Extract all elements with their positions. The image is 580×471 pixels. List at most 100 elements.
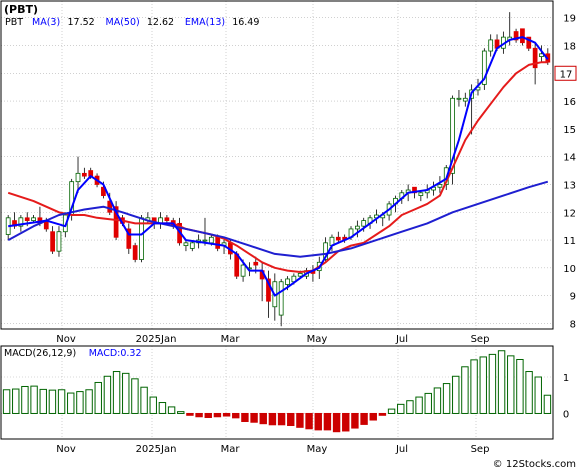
macd-x-tick-label: May [307, 444, 328, 455]
candle [361, 217, 367, 232]
macd-bar [122, 372, 130, 414]
candle [50, 226, 55, 254]
candle [431, 181, 436, 196]
macd-y-tick-label: 1 [563, 373, 569, 384]
candle-body [361, 220, 367, 227]
candle-body [50, 231, 55, 252]
x-tick-label: Sep [471, 334, 490, 345]
macd-bar [277, 412, 286, 426]
macd-bar [204, 412, 212, 418]
candle [424, 184, 430, 199]
candle-body [456, 97, 462, 100]
candlesticks [5, 12, 551, 327]
candle-body [202, 239, 208, 242]
macd-x-tick-label: Mar [221, 444, 241, 455]
macd-bar [433, 387, 442, 414]
macd-bar [21, 385, 29, 414]
macd-bar [167, 406, 176, 414]
macd-bar [442, 383, 451, 414]
y-tick-label: 11 [563, 236, 576, 247]
candle [437, 176, 443, 193]
candle-body [81, 172, 87, 177]
macd-bar [250, 412, 258, 423]
macd-bar [131, 378, 139, 414]
candle-body [208, 236, 214, 244]
macd-bar [177, 411, 185, 414]
macd-legend-item: MACD(26,12,9) [4, 348, 76, 359]
macd-bar [507, 355, 515, 414]
candle-body [488, 39, 494, 52]
x-tick-label: 2025Jan [136, 334, 177, 345]
macd-bar [232, 412, 240, 419]
macd-bar [222, 412, 231, 417]
candle [5, 215, 11, 241]
candle-body [297, 273, 303, 277]
macd-panel-frame [0, 345, 554, 440]
macd-bar [360, 412, 368, 425]
candle-body [132, 245, 138, 260]
macd-bar [76, 391, 84, 414]
y-tick-label: 10 [563, 264, 576, 275]
candle [183, 240, 189, 252]
axis-labels: 1918171615141312111098NovNov2025Jan2025J… [56, 14, 577, 455]
macd-bar [497, 350, 506, 414]
candle [513, 28, 519, 43]
macd-bar [534, 376, 542, 414]
macd-bar [488, 353, 497, 414]
legend-symbol: PBT [5, 17, 23, 28]
macd-bar [149, 396, 157, 414]
y-tick-label: 13 [563, 180, 576, 191]
macd-bar [94, 381, 102, 414]
candle [488, 34, 494, 57]
candle-body [164, 217, 170, 221]
candle-body [183, 242, 189, 247]
macd-bar [305, 412, 313, 430]
price-legend: PBT MA(3) 17.52 MA(50) 12.62 EMA(13) 16.49 [5, 17, 259, 28]
candle [259, 262, 265, 302]
candle-body [354, 225, 360, 230]
macd-bar [332, 412, 341, 433]
macd-bar [39, 388, 47, 414]
macd-bar [48, 389, 57, 414]
macd-bar [406, 400, 414, 414]
macd-x-tick-label: 2025Jan [136, 444, 177, 455]
candle [266, 270, 271, 318]
macd-bar [186, 412, 194, 416]
price-grid [1, 1, 553, 329]
candle-body [266, 278, 271, 302]
candle [81, 167, 87, 179]
candle [56, 226, 62, 257]
candle [462, 92, 468, 107]
candle-body [437, 184, 443, 188]
candle-body [526, 36, 532, 49]
candle-body [113, 206, 119, 238]
macd-bar [140, 386, 148, 414]
macd-bar [470, 359, 478, 414]
macd-bar [516, 358, 524, 414]
macd-bar [424, 392, 432, 414]
candle [126, 223, 132, 254]
macd-bar [103, 375, 112, 414]
candle-body [323, 242, 328, 260]
macd-bar [461, 366, 469, 414]
y-tick-label: 19 [563, 14, 576, 25]
macd-bar [369, 412, 377, 421]
candle-body [481, 50, 487, 85]
ma-fast-line [8, 36, 549, 297]
x-tick-label: Jul [395, 334, 408, 345]
candle-body [532, 47, 538, 69]
last-price-box [554, 65, 577, 81]
candle-body [418, 192, 424, 196]
candle-body [107, 200, 113, 213]
candle [310, 265, 316, 282]
candle [335, 231, 341, 243]
macd-bar [30, 385, 38, 414]
price-panel-frame [0, 0, 554, 330]
macd-bar [2, 389, 11, 414]
candle [202, 217, 208, 246]
candle [75, 156, 81, 193]
candle [272, 273, 278, 321]
macd-bar [342, 412, 350, 432]
macd-legend-item: MACD:0.32 [89, 348, 142, 359]
macd-bar [67, 392, 75, 414]
